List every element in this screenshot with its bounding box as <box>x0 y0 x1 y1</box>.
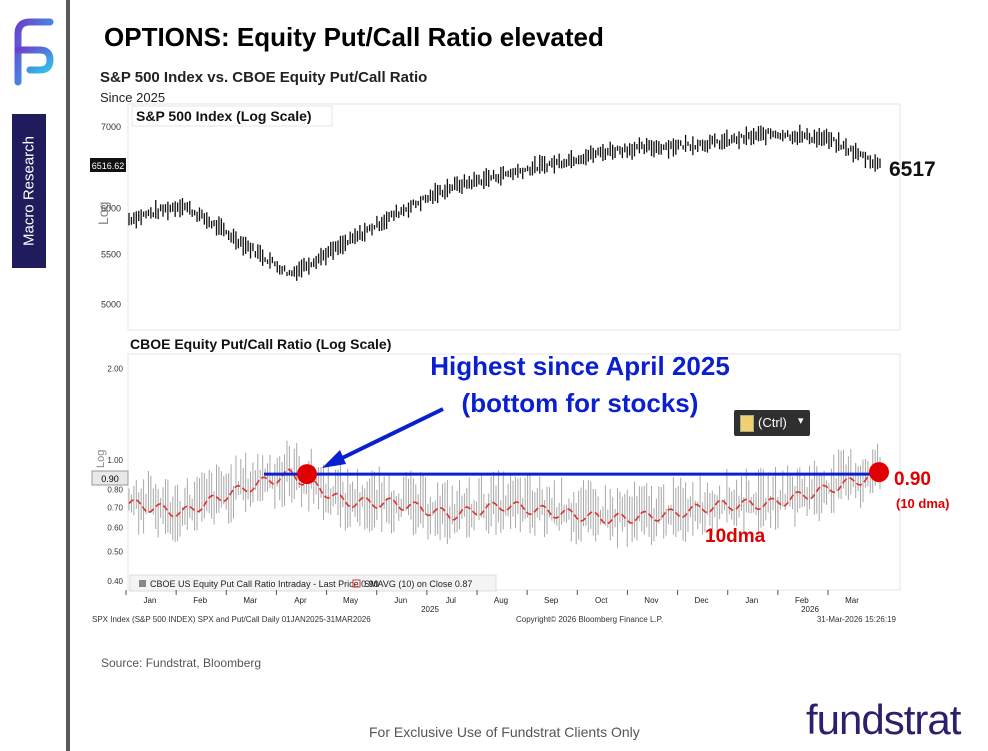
slide-title: OPTIONS: Equity Put/Call Ratio elevated <box>104 22 604 52</box>
spx-last-price-text: 6516.62 <box>92 161 125 171</box>
legend-swatch-sma <box>352 579 361 588</box>
sma-label: 10dma <box>705 526 766 547</box>
pcr-ytick-label: 0.50 <box>107 548 123 557</box>
pcr-last-price-tag <box>91 470 129 486</box>
spx-panel: S&P 500 Index (Log Scale) Log 5000 5500 60… <box>90 103 936 331</box>
x-axis: Jan Feb Mar Apr May Jun Jul Aug Sep Oct Nov Dec Jan F… <box>125 590 859 614</box>
value-sublabel: (10 dma) <box>896 496 949 511</box>
paste-options-label: (Ctrl) <box>758 415 787 430</box>
x-month-label: Oct <box>595 596 608 605</box>
pcr-panel: CBOE Equity Put/Call Ratio (Log Scale) L… <box>91 336 949 592</box>
pcr-ytick-label: 0.60 <box>107 524 123 533</box>
headline-arrow-head <box>322 450 346 468</box>
x-month-label: Aug <box>494 596 508 605</box>
x-month-label: Apr <box>294 596 307 605</box>
x-month-label: Mar <box>243 596 257 605</box>
clipboard-icon <box>740 415 754 432</box>
x-year-label: 2026 <box>801 605 819 614</box>
headline-line-1: Highest since April 2025 <box>430 351 730 381</box>
x-month-label: Jun <box>394 596 407 605</box>
x-month-label: Feb <box>795 596 809 605</box>
spx-ytick-label: 6000 <box>101 203 121 213</box>
pcr-ytick-label: 0.80 <box>107 486 123 495</box>
chart-title: S&P 500 Index vs. CBOE Equity Put/Call R… <box>100 69 428 86</box>
pcr-ytick-label: 2.00 <box>107 365 123 374</box>
brand-wordmark: fundstrat <box>806 696 961 743</box>
sidebar-section-label: Macro Research <box>12 114 46 268</box>
spx-panel-title: S&P 500 Index (Log Scale) <box>136 108 312 124</box>
footer-center: Copyright© 2026 Bloomberg Finance L.P. <box>516 615 663 624</box>
spx-ytick-label: 5000 <box>101 299 121 309</box>
footer-left: SPX Index (S&P 500 INDEX) SPX and Put/Ca… <box>92 615 371 624</box>
x-month-label: Nov <box>644 596 658 605</box>
value-label: 0.90 <box>894 469 931 490</box>
spx-last-price-tag <box>90 158 126 172</box>
pcr-legend-box <box>129 574 497 592</box>
x-month-label: Jan <box>745 596 758 605</box>
x-month-label: Sep <box>544 596 559 605</box>
headline-line-2: (bottom for stocks) <box>462 388 699 418</box>
x-month-label: Dec <box>694 596 708 605</box>
spx-ytick-label: 7000 <box>101 122 121 132</box>
sidebar-divider <box>66 0 70 751</box>
x-year-label: 2025 <box>421 605 439 614</box>
legend-label-sma: SMAVG (10) on Close 0.87 <box>364 579 472 589</box>
x-month-label: Feb <box>193 596 207 605</box>
x-month-label: May <box>343 596 358 605</box>
footer-disclaimer: For Exclusive Use of Fundstrat Clients O… <box>369 724 640 740</box>
headline-arrow <box>333 407 444 464</box>
spx-ytick-label: 5500 <box>101 249 121 259</box>
chevron-down-icon: ▾ <box>798 415 804 427</box>
pcr-ytick-label: 0.40 <box>107 577 123 586</box>
chart-canvas: S&P 500 Index (Log Scale) Log 5000 5500 60… <box>90 103 949 624</box>
pcr-last-price-text: 0.90 <box>101 474 119 484</box>
footer-right: 31-Mar-2026 15:26:19 <box>817 615 897 624</box>
pcr-ytick-label: 0.70 <box>107 503 123 512</box>
april-high-marker <box>297 464 317 485</box>
latest-value-marker <box>869 462 889 483</box>
source-note: Source: Fundstrat, Bloomberg <box>101 656 262 670</box>
x-month-label: Jul <box>446 596 456 605</box>
pcr-ytick-label: 1.00 <box>107 456 123 465</box>
pcr-axis-label: Log <box>95 450 107 468</box>
spx-last-value-label: 6517 <box>889 158 936 181</box>
chart-subtitle: Since 2025 <box>100 90 166 105</box>
x-month-label: Jan <box>144 596 157 605</box>
legend-swatch-ratio <box>139 580 146 587</box>
fundstrat-logo-icon <box>14 18 54 86</box>
paste-options-button[interactable]: (Ctrl) ▾ <box>734 410 810 436</box>
x-month-label: Mar <box>845 596 859 605</box>
legend-label-ratio: CBOE US Equity Put Call Ratio Intraday -… <box>150 579 379 589</box>
spx-axis-label: Log <box>95 202 111 225</box>
pcr-panel-title: CBOE Equity Put/Call Ratio (Log Scale) <box>130 336 391 352</box>
